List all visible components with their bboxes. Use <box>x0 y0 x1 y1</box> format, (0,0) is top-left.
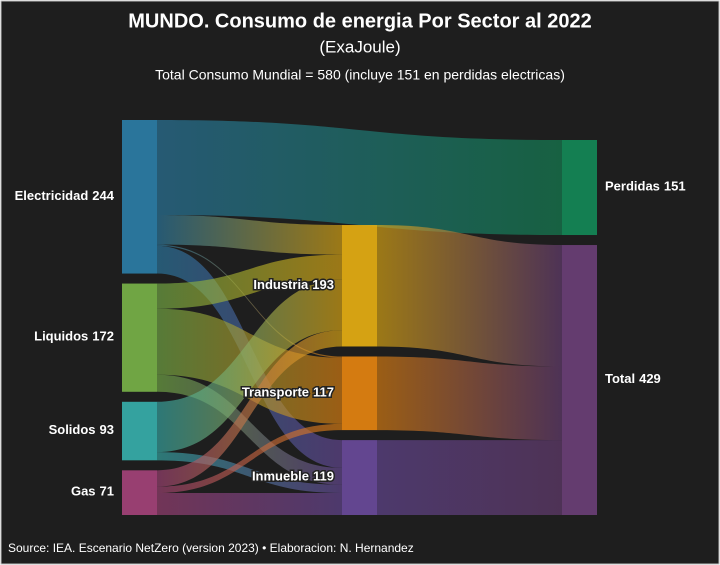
node-label: Perdidas 151 <box>605 179 686 194</box>
source: Source: IEA. Escenario NetZero (version … <box>8 541 414 555</box>
chart-note: Total Consumo Mundial = 580 (incluye 151… <box>155 67 565 83</box>
node-name: Electricidad <box>15 188 89 203</box>
link <box>157 279 342 453</box>
node-label: Inmueble 119 <box>252 469 334 484</box>
link <box>157 244 342 358</box>
node <box>122 120 157 274</box>
node <box>562 140 597 236</box>
node-name: Inmueble <box>252 469 309 484</box>
link <box>157 215 342 255</box>
link <box>377 356 562 441</box>
link <box>377 225 562 367</box>
node <box>342 356 377 431</box>
node-value: 71 <box>100 484 114 499</box>
node-value: 93 <box>100 422 114 437</box>
nodes: Electricidad 244 Liquidos 172 Solidos 93 Gas 71… <box>15 120 686 515</box>
node-value: 151 <box>664 179 686 194</box>
node-name: Liquidos <box>34 329 88 344</box>
link <box>377 440 562 515</box>
node-value: 172 <box>92 329 114 344</box>
node-label: Industria 193 <box>253 277 334 292</box>
node-label: Liquidos 172 <box>34 329 114 344</box>
node <box>122 283 157 392</box>
node-name: Industria <box>253 277 309 292</box>
node <box>342 440 377 515</box>
node-label: Gas 71 <box>71 484 114 499</box>
link <box>157 120 562 236</box>
chart-subtitle: (ExaJoule) <box>319 37 400 56</box>
node-value: 193 <box>312 277 334 292</box>
node-value: 429 <box>639 371 661 386</box>
node-name: Transporte <box>242 385 309 400</box>
chart-title: MUNDO. Consumo de energia Por Sector al … <box>128 10 591 32</box>
link <box>157 254 342 309</box>
links <box>157 120 562 515</box>
node <box>342 225 377 347</box>
link <box>157 492 342 515</box>
node <box>122 470 157 515</box>
node <box>562 245 597 515</box>
node-name: Perdidas <box>605 179 660 194</box>
link <box>157 374 342 485</box>
node-value: 117 <box>313 385 334 400</box>
link <box>157 330 342 487</box>
node-name: Total <box>605 371 635 386</box>
link <box>157 423 342 493</box>
node-label: Electricidad 244 <box>15 188 115 203</box>
node-label: Transporte 117 <box>242 385 334 400</box>
node-value: 119 <box>313 469 334 484</box>
node-value: 244 <box>92 188 114 203</box>
node-label: Solidos 93 <box>49 422 114 437</box>
node <box>122 401 157 461</box>
node-label: Total 429 <box>605 371 661 386</box>
node-name: Gas <box>71 484 96 499</box>
node-name: Solidos <box>49 422 96 437</box>
